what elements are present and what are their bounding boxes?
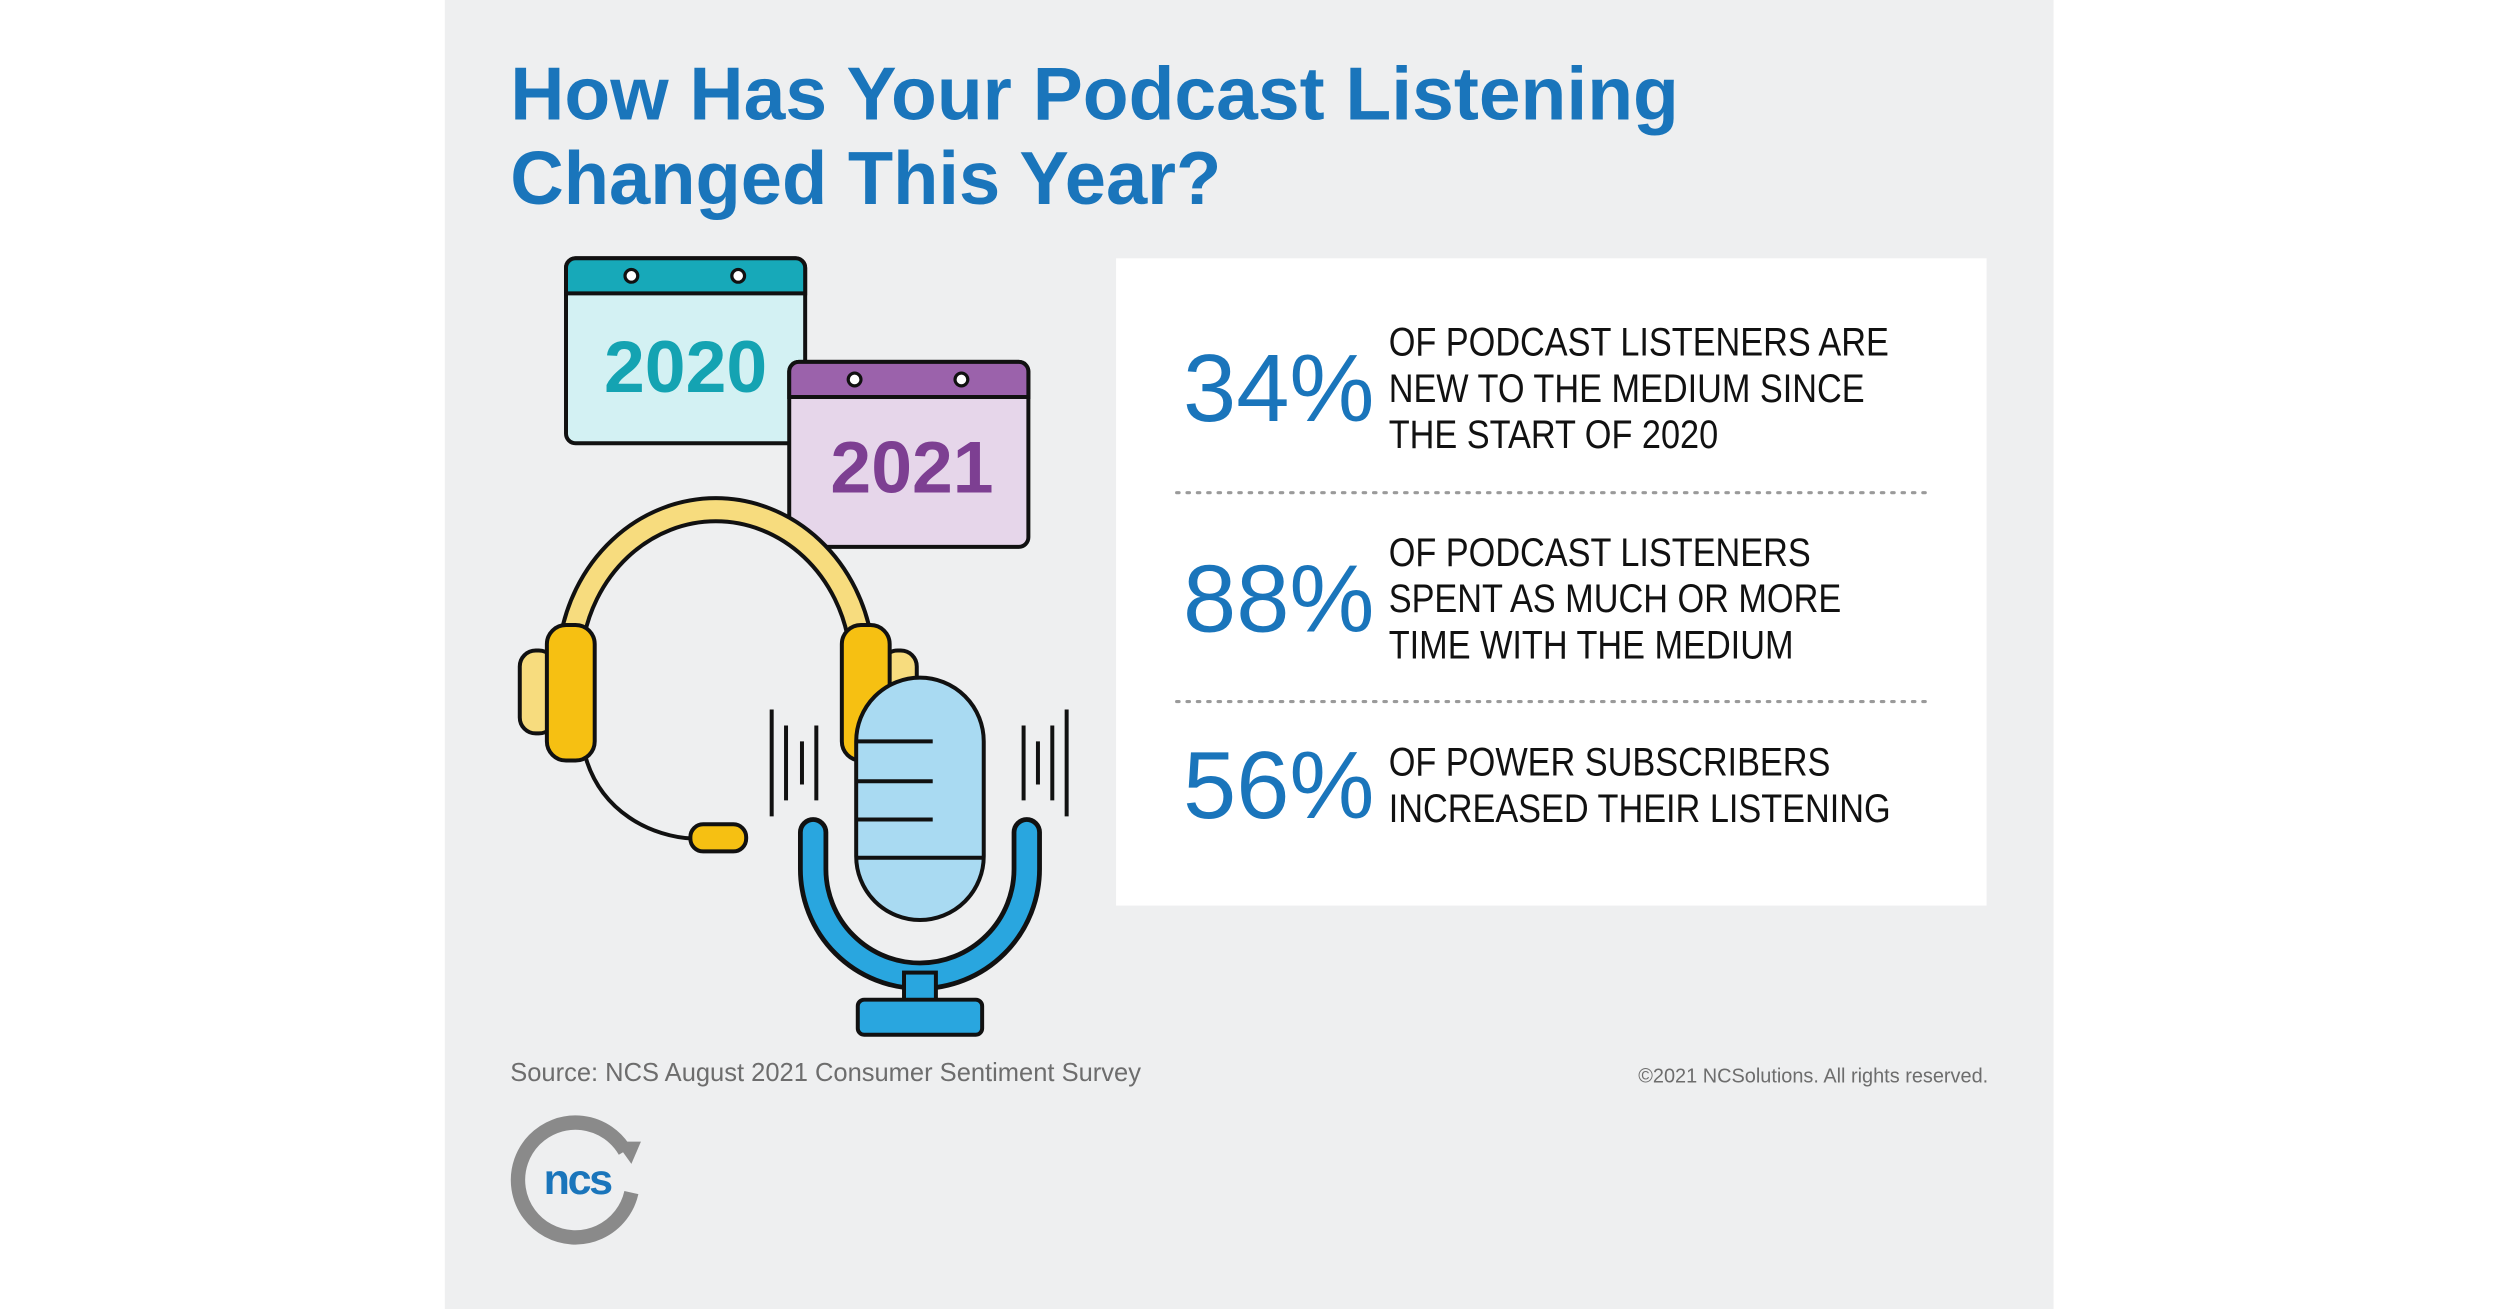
stat-line: SPENT AS MUCH OR MORE: [1389, 576, 1841, 621]
stats-card: [1116, 258, 1987, 906]
title-line: How Has Your Podcast Listening: [510, 52, 1679, 136]
copyright: ©2021 NCSolutions. All rights reserved.: [1638, 1066, 1988, 1088]
calendar-2020: 2020: [564, 256, 808, 446]
calendar-year: 2020: [604, 326, 767, 408]
ncs-logo: ncs: [510, 1115, 641, 1245]
stat-value: 34%: [1183, 335, 1374, 442]
stat-line: OF POWER SUBSCRIBERS: [1389, 739, 1831, 784]
stat-line: OF PODCAST LISTENERS: [1389, 530, 1811, 575]
calendar-year: 2021: [830, 427, 993, 509]
title-line: Changed This Year?: [510, 136, 1221, 220]
stat-line: OF PODCAST LISTENERS ARE: [1389, 319, 1889, 364]
stat-line: INCREASED THEIR LISTENING: [1389, 785, 1891, 830]
stat-value: 88%: [1183, 545, 1374, 652]
logo-text: ncs: [544, 1156, 612, 1204]
stat-line: NEW TO THE MEDIUM SINCE: [1389, 365, 1865, 410]
source-note: Source: NCS August 2021 Consumer Sentime…: [510, 1059, 1141, 1087]
stat-line: TIME WITH THE MEDIUM: [1389, 622, 1794, 667]
stat-value: 56%: [1183, 732, 1374, 839]
stat-line: THE START OF 2020: [1389, 412, 1718, 457]
microphone-icon: [769, 675, 1069, 1037]
calendar-2021: 2021: [787, 359, 1031, 549]
